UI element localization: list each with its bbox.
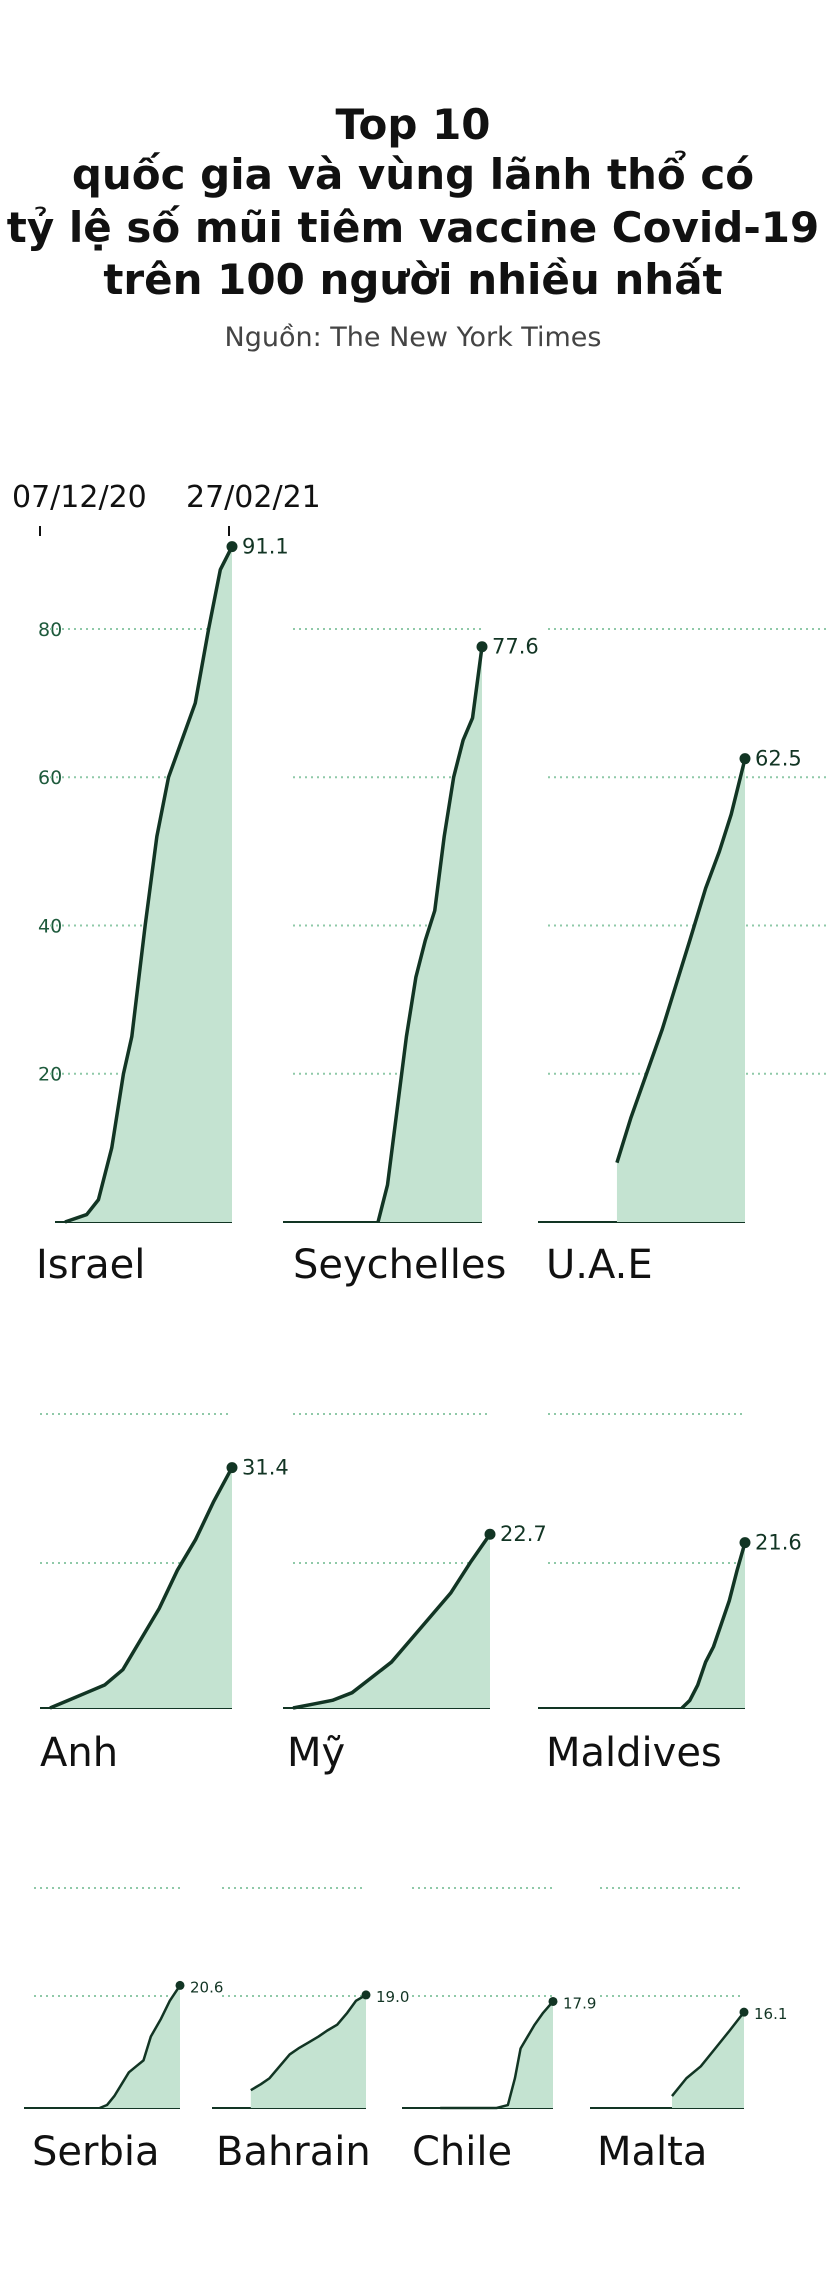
end-point xyxy=(484,1528,496,1540)
panel-anh: 31.4 Anh xyxy=(40,1456,289,1776)
country-label: Seychelles xyxy=(293,1242,506,1288)
panel-serbia: 20.6 Serbia xyxy=(24,1978,223,2175)
panel-israel: 91.1 Israel xyxy=(36,535,289,1288)
panel-bahrain: 19.0 Bahrain xyxy=(212,1988,409,2175)
end-value-label: 62.5 xyxy=(755,747,802,771)
series-area xyxy=(440,2001,553,2108)
end-point xyxy=(739,753,751,765)
end-point xyxy=(739,2007,749,2017)
series-area xyxy=(681,1542,745,1708)
title-line-2: quốc gia và vùng lãnh thổ có xyxy=(71,150,755,199)
series-area xyxy=(616,758,745,1222)
end-point xyxy=(361,1990,371,2000)
end-value-label: 20.6 xyxy=(190,1978,223,1996)
series-line xyxy=(99,1984,182,2110)
panel-maldives: 21.6 Maldives xyxy=(538,1531,802,1776)
end-value-label: 21.6 xyxy=(755,1531,802,1555)
title-line-4: trên 100 người nhiều nhất xyxy=(103,255,723,304)
end-point xyxy=(175,1980,185,1990)
country-label: U.A.E xyxy=(546,1242,653,1288)
series-line xyxy=(292,1533,492,1710)
country-label: Chile xyxy=(412,2129,512,2175)
series-area xyxy=(250,1994,366,2108)
series-area xyxy=(378,646,482,1222)
series-line xyxy=(250,1993,367,2092)
country-label: Anh xyxy=(40,1730,118,1776)
series-line xyxy=(615,758,747,1164)
end-value-label: 31.4 xyxy=(242,1456,289,1480)
panel-u-a-e: 62.5 U.A.E xyxy=(538,747,802,1288)
end-point xyxy=(226,1462,238,1474)
end-value-label: 17.9 xyxy=(563,1994,596,2012)
end-value-label: 16.1 xyxy=(754,2005,787,2023)
series-area xyxy=(293,1534,490,1708)
country-label: Malta xyxy=(597,2129,707,2175)
end-point xyxy=(548,1996,558,2006)
end-point xyxy=(226,541,238,553)
series-area xyxy=(65,546,232,1222)
series-area xyxy=(99,1985,180,2108)
country-label: Bahrain xyxy=(216,2129,371,2175)
panel-malta: 16.1 Malta xyxy=(590,2005,787,2175)
end-value-label: 22.7 xyxy=(500,1522,547,1546)
series-area xyxy=(50,1467,232,1708)
series-line xyxy=(64,545,234,1224)
panel-seychelles: 77.6 Seychelles xyxy=(283,635,539,1288)
series-line xyxy=(376,646,484,1223)
series-line xyxy=(680,1542,747,1710)
title-line-1: Top 10 xyxy=(335,100,491,149)
end-value-label: 77.6 xyxy=(492,635,539,659)
end-value-label: 19.0 xyxy=(376,1988,409,2006)
end-point xyxy=(476,641,488,653)
end-point xyxy=(739,1537,751,1549)
x-start-label: 07/12/20 xyxy=(12,480,147,515)
source-note: Nguồn: The New York Times xyxy=(224,322,602,353)
country-label: Mỹ xyxy=(287,1730,345,1776)
series-line xyxy=(440,2000,554,2110)
series-line xyxy=(49,1466,234,1710)
country-label: Serbia xyxy=(32,2129,159,2175)
series-line xyxy=(671,2011,745,2097)
country-label: Israel xyxy=(36,1242,145,1288)
title-line-3: tỷ lệ số mũi tiêm vaccine Covid-19 xyxy=(6,203,820,252)
panel-m-: 22.7 Mỹ xyxy=(283,1522,547,1776)
end-value-label: 91.1 xyxy=(242,535,289,559)
x-end-label: 27/02/21 xyxy=(186,480,321,515)
country-label: Maldives xyxy=(546,1730,722,1776)
panel-chile: 17.9 Chile xyxy=(402,1994,596,2175)
